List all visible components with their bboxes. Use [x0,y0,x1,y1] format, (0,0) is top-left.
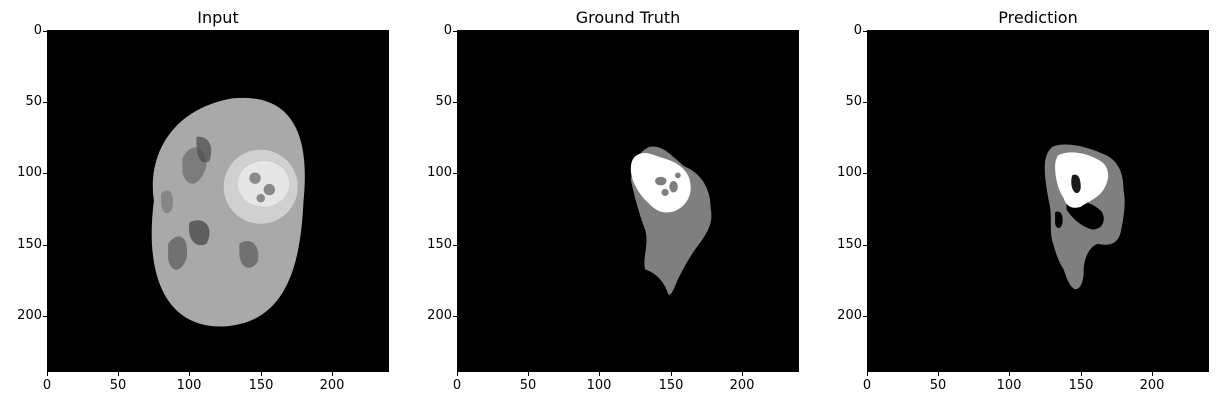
x-tick-mark [938,372,939,376]
x-tick-mark [457,372,458,376]
input-panel: Input 0 50 100 150 200 [0,0,400,407]
y-tick-mark [453,245,457,246]
brain-mri-image [47,30,389,372]
y-tick-mark [43,245,47,246]
y-tick-label: 100 [837,165,862,180]
x-tick-mark [1081,372,1082,376]
y-tick-mark [453,173,457,174]
x-tick-label: 100 [176,378,202,393]
input-image [47,30,389,372]
panel-title-input: Input [197,8,239,27]
y-tick-mark [863,173,867,174]
y-tick-mark [863,102,867,103]
y-tick-mark [863,245,867,246]
prediction-mask [867,30,1209,372]
x-tick-label: 150 [248,378,274,393]
prediction-image [867,30,1209,372]
x-tick-mark [118,372,119,376]
x-tick-label: 0 [862,378,872,393]
y-tick-mark [43,173,47,174]
x-tick-label: 0 [42,378,52,393]
y-tick-label: 50 [25,94,42,109]
y-tick-label: 150 [427,237,452,252]
x-tick-label: 100 [996,378,1022,393]
y-tick-mark [453,31,457,32]
y-tick-label: 150 [837,237,862,252]
y-tick-mark [453,316,457,317]
y-tick-mark [863,31,867,32]
y-tick-label: 0 [853,23,862,38]
x-tick-label: 100 [586,378,612,393]
x-tick-mark [1009,372,1010,376]
x-tick-mark [671,372,672,376]
x-tick-mark [47,372,48,376]
x-tick-mark [599,372,600,376]
y-tick-label: 50 [435,94,452,109]
x-tick-label: 200 [1139,378,1165,393]
y-tick-mark [863,316,867,317]
x-tick-mark [528,372,529,376]
x-tick-mark [189,372,190,376]
y-tick-mark [453,102,457,103]
y-tick-mark [43,102,47,103]
panel-title-ground-truth: Ground Truth [575,8,681,27]
ground-truth-mask [457,30,799,372]
x-tick-label: 200 [319,378,345,393]
y-tick-label: 150 [17,237,42,252]
y-tick-mark [43,316,47,317]
y-tick-label: 200 [837,308,862,323]
x-tick-label: 50 [519,378,537,393]
x-tick-label: 50 [929,378,947,393]
y-tick-label: 50 [845,94,862,109]
y-tick-label: 100 [17,165,42,180]
x-tick-label: 150 [1068,378,1094,393]
y-tick-label: 100 [427,165,452,180]
panel-title-prediction: Prediction [998,8,1078,27]
y-tick-label: 0 [33,23,42,38]
y-tick-label: 0 [443,23,452,38]
x-tick-label: 0 [452,378,462,393]
x-tick-label: 200 [729,378,755,393]
x-tick-mark [332,372,333,376]
x-tick-label: 150 [658,378,684,393]
ground-truth-image [457,30,799,372]
x-tick-label: 50 [109,378,127,393]
y-tick-label: 200 [427,308,452,323]
x-tick-mark [1152,372,1153,376]
y-tick-mark [43,31,47,32]
prediction-panel: Prediction 0 50 100 150 200 0 50 100 150… [820,0,1220,407]
ground-truth-panel: Ground Truth 0 50 100 150 200 0 50 100 1… [410,0,810,407]
x-tick-mark [742,372,743,376]
y-tick-label: 200 [17,308,42,323]
x-tick-mark [867,372,868,376]
x-tick-mark [261,372,262,376]
